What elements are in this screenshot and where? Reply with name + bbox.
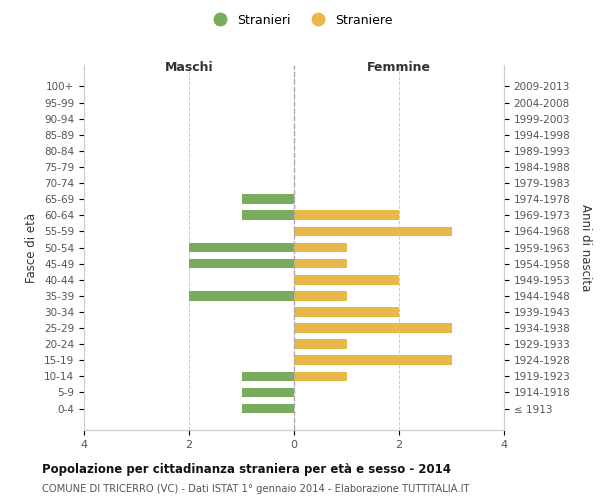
Bar — [189, 242, 294, 252]
Bar — [241, 388, 294, 398]
Bar — [241, 372, 294, 381]
Bar — [241, 210, 294, 220]
Bar — [294, 372, 347, 381]
Bar — [294, 210, 399, 220]
Bar — [189, 291, 294, 300]
Bar — [294, 259, 347, 268]
Bar — [189, 259, 294, 268]
Legend: Stranieri, Straniere: Stranieri, Straniere — [202, 8, 398, 32]
Text: Popolazione per cittadinanza straniera per età e sesso - 2014: Popolazione per cittadinanza straniera p… — [42, 462, 451, 475]
Y-axis label: Anni di nascita: Anni di nascita — [579, 204, 592, 291]
Text: Maschi: Maschi — [164, 60, 214, 74]
Bar — [294, 323, 452, 333]
Bar — [294, 356, 452, 365]
Bar — [241, 404, 294, 413]
Bar — [241, 194, 294, 204]
Bar — [294, 226, 452, 236]
Bar — [294, 275, 399, 284]
Text: Femmine: Femmine — [367, 60, 431, 74]
Bar — [294, 307, 399, 317]
Y-axis label: Fasce di età: Fasce di età — [25, 212, 38, 282]
Bar — [294, 242, 347, 252]
Bar — [294, 291, 347, 300]
Text: COMUNE DI TRICERRO (VC) - Dati ISTAT 1° gennaio 2014 - Elaborazione TUTTITALIA.I: COMUNE DI TRICERRO (VC) - Dati ISTAT 1° … — [42, 484, 470, 494]
Bar — [294, 340, 347, 349]
